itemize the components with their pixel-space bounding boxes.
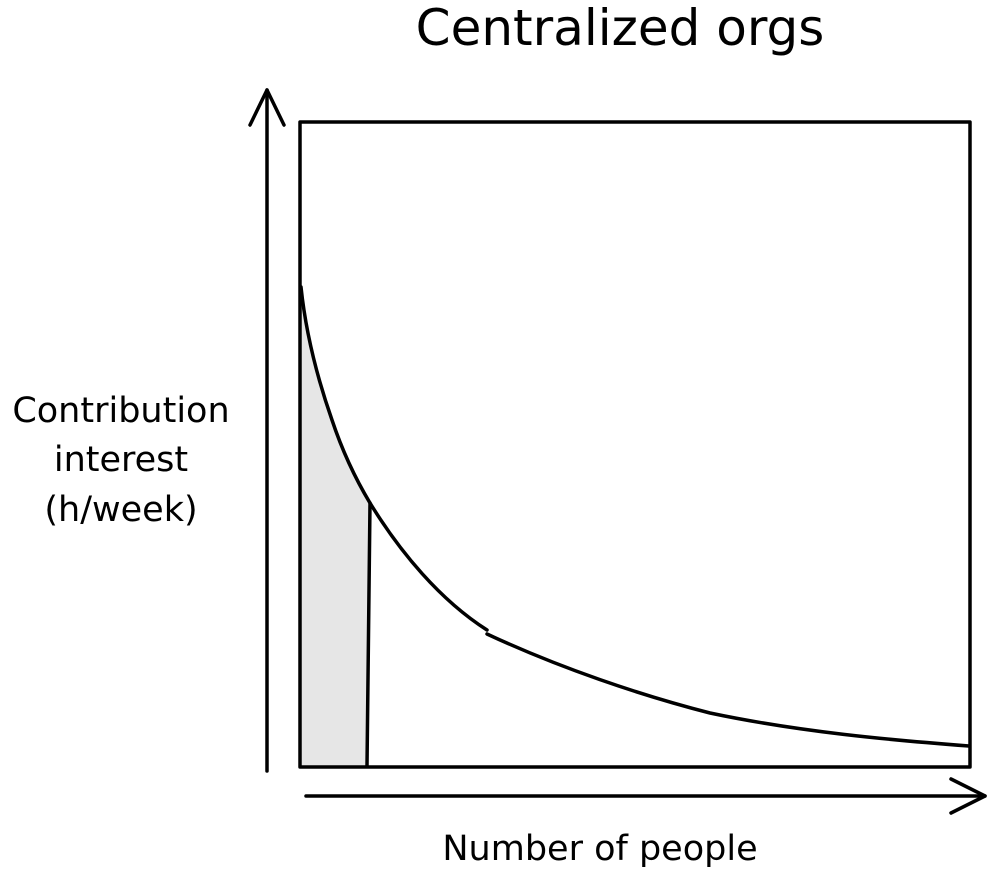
shaded-region-divider [365,501,372,768]
decay-curve-segment-1 [299,285,489,632]
diagram-title: Centralized orgs [416,0,825,57]
y-axis-label-line-3: (h/week) [44,490,197,530]
y-axis-label-line-2: interest [54,440,188,480]
plot-frame [298,120,972,769]
decay-curve-segment-2 [485,632,971,748]
y-axis-arrowhead [248,88,286,127]
y-axis-label-line-1: Contribution [12,391,229,431]
shaded-contributor-region [301,287,370,766]
x-axis-label: Number of people [442,829,757,869]
x-axis-arrowhead [949,777,987,815]
